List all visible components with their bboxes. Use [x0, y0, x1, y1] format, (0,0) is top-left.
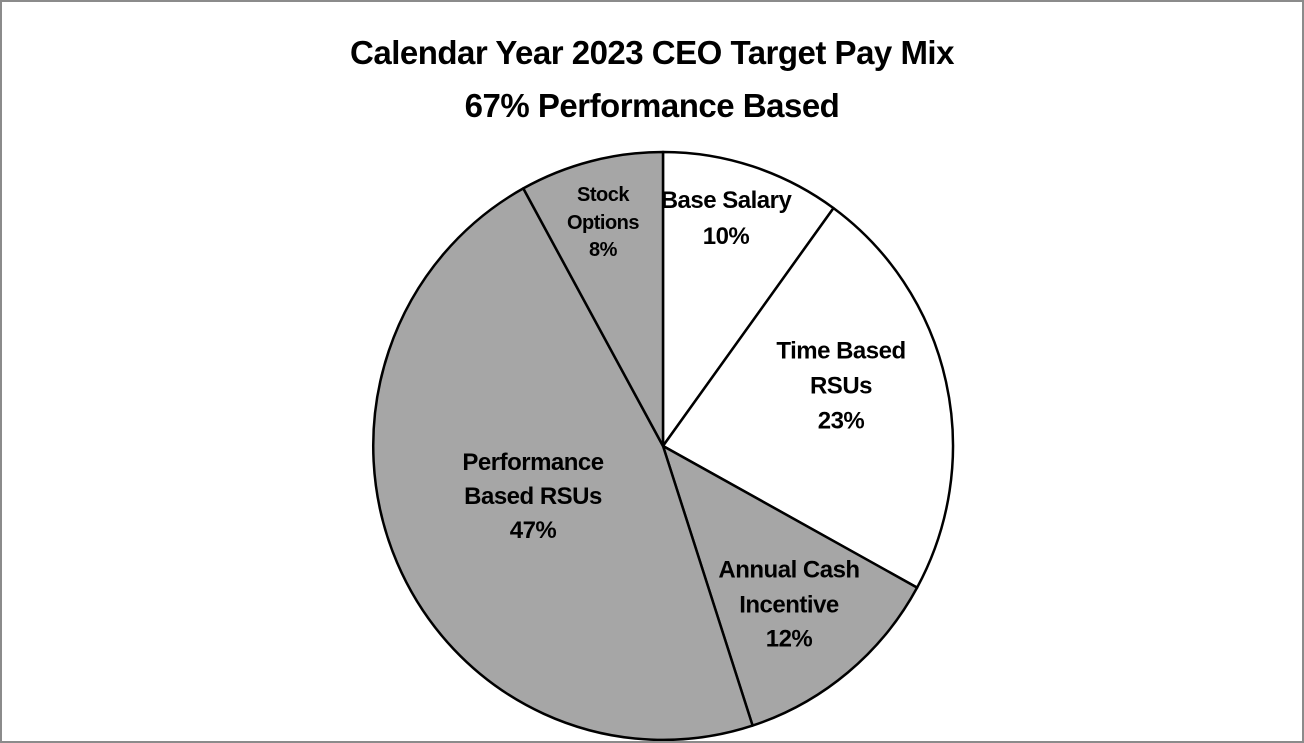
pie-slice-time-based-rsus: [661, 206, 955, 589]
pie-slice-base-salary: [661, 150, 835, 448]
chart-title: Calendar Year 2023 CEO Target Pay Mix 67…: [2, 26, 1302, 132]
pie-slice-annual-cash-incentive: [661, 444, 919, 727]
chart-title-line1: Calendar Year 2023 CEO Target Pay Mix: [350, 34, 954, 71]
pie-slice-stock-options: [522, 150, 665, 448]
pie-slice-performance-based-rsus: [371, 187, 754, 741]
chart-title-line2: 67% Performance Based: [464, 87, 840, 124]
